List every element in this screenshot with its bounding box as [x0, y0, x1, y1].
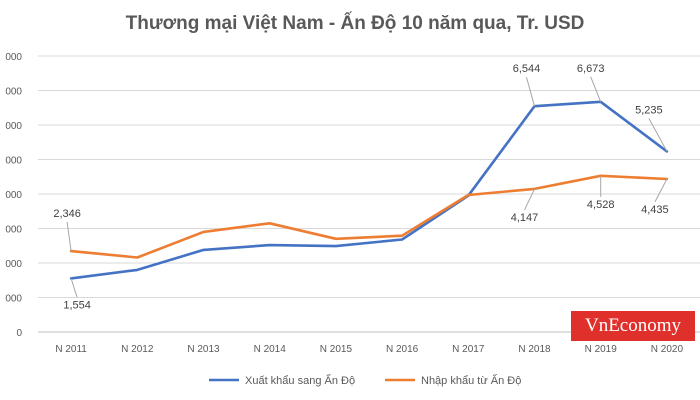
data-label: 1,554 [63, 299, 91, 311]
legend: Xuất khẩu sang Ấn Độ Nhập khẩu từ Ấn Độ [209, 374, 521, 387]
legend-label: Xuất khẩu sang Ấn Độ [245, 374, 355, 387]
leader-line [526, 77, 535, 107]
y-tick-label: 000 [5, 294, 22, 305]
y-tick-label: 000 [5, 225, 22, 236]
gridlines [38, 55, 700, 333]
leader-line [648, 118, 668, 152]
x-tick-label: N 2011 [55, 344, 87, 355]
x-tick-label: N 2020 [651, 344, 684, 355]
y-tick-label: 000 [5, 259, 22, 270]
data-labels: 1,554 6,544 6,673 5,235 2,346 4,147 4,528 4,435 [53, 63, 668, 312]
leader-line [524, 188, 535, 211]
x-tick-label: N 2019 [585, 344, 618, 355]
y-tick-label: 0 [16, 328, 22, 339]
x-axis-ticks: N 2011 N 2012 N 2013 N 2014 N 2015 N 2016 N 20… [55, 344, 683, 355]
y-tick-label: 000 [5, 190, 22, 201]
series-lines [69, 100, 669, 280]
data-label: 6,544 [513, 63, 541, 75]
y-tick-label: 000 [5, 121, 22, 132]
x-tick-label: N 2014 [254, 344, 287, 355]
series-line-0 [69, 100, 669, 280]
y-tick-label: 000 [5, 52, 22, 63]
x-tick-label: N 2013 [187, 344, 220, 355]
legend-label: Nhập khẩu từ Ấn Độ [421, 374, 521, 387]
data-label: 2,346 [53, 208, 81, 220]
data-label: 4,147 [511, 212, 539, 224]
y-tick-label: 000 [5, 87, 22, 98]
data-label: 4,528 [587, 199, 615, 211]
x-tick-label: N 2017 [452, 344, 485, 355]
label-leader-lines [66, 76, 668, 298]
leader-line [70, 278, 78, 298]
x-tick-label: N 2016 [386, 344, 419, 355]
series-line-1 [69, 174, 669, 259]
x-tick-label: N 2012 [121, 344, 154, 355]
leader-line [66, 221, 72, 252]
data-label: 6,673 [577, 63, 605, 75]
y-tick-label: 000 [5, 156, 22, 167]
vneconomy-logo: VnEconomy [571, 311, 695, 341]
leader-line [654, 178, 668, 203]
data-label: 4,435 [641, 204, 669, 216]
chart-title: Thương mại Việt Nam - Ấn Độ 10 năm qua, … [126, 12, 585, 34]
leader-line [590, 76, 602, 102]
data-label: 5,235 [635, 104, 663, 116]
x-tick-label: N 2015 [320, 344, 353, 355]
x-tick-label: N 2018 [518, 344, 551, 355]
